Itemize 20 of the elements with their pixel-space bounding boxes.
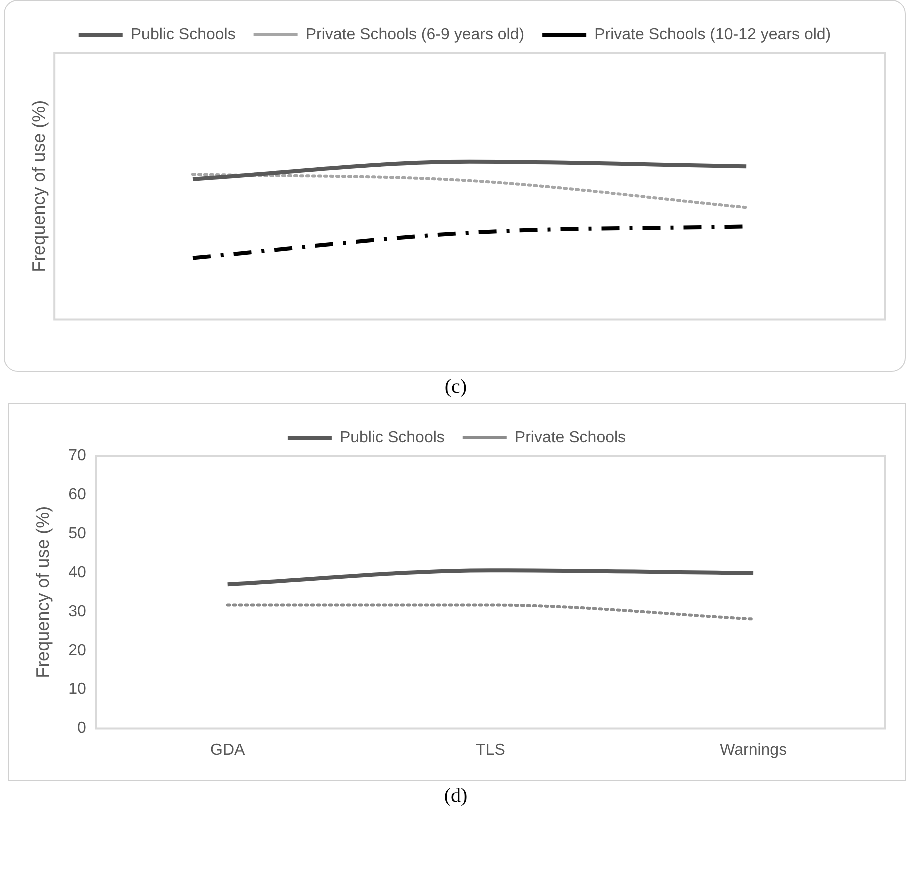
y-tick-label: 40 [68, 564, 86, 582]
x-tick-label: GDA [210, 742, 246, 759]
legend-label: Private Schools [514, 429, 626, 446]
legend-label: Private Schools (10-12 years old) [594, 26, 832, 44]
y-tick-label: 10 [68, 681, 86, 698]
legend-label: Public Schools [340, 429, 445, 446]
legend-label: Public Schools [130, 26, 236, 44]
y-axis-title: Frequency of use (%) [32, 506, 53, 678]
legend-label: Private Schools (6-9 years old) [306, 26, 525, 44]
y-tick-label: 0 [77, 720, 86, 738]
x-tick-label: Warnings [720, 742, 788, 759]
x-tick-label: TLS [476, 742, 506, 759]
y-tick-label: 60 [68, 486, 86, 504]
y-tick-label: 30 [68, 603, 86, 620]
text: (c) [444, 376, 468, 399]
text: (d) [443, 785, 469, 808]
y-axis-title: Frequency of use (%) [28, 100, 49, 272]
y-tick-label: 70 [68, 447, 86, 464]
y-tick-label: 50 [68, 525, 86, 542]
y-tick-label: 20 [68, 642, 86, 660]
